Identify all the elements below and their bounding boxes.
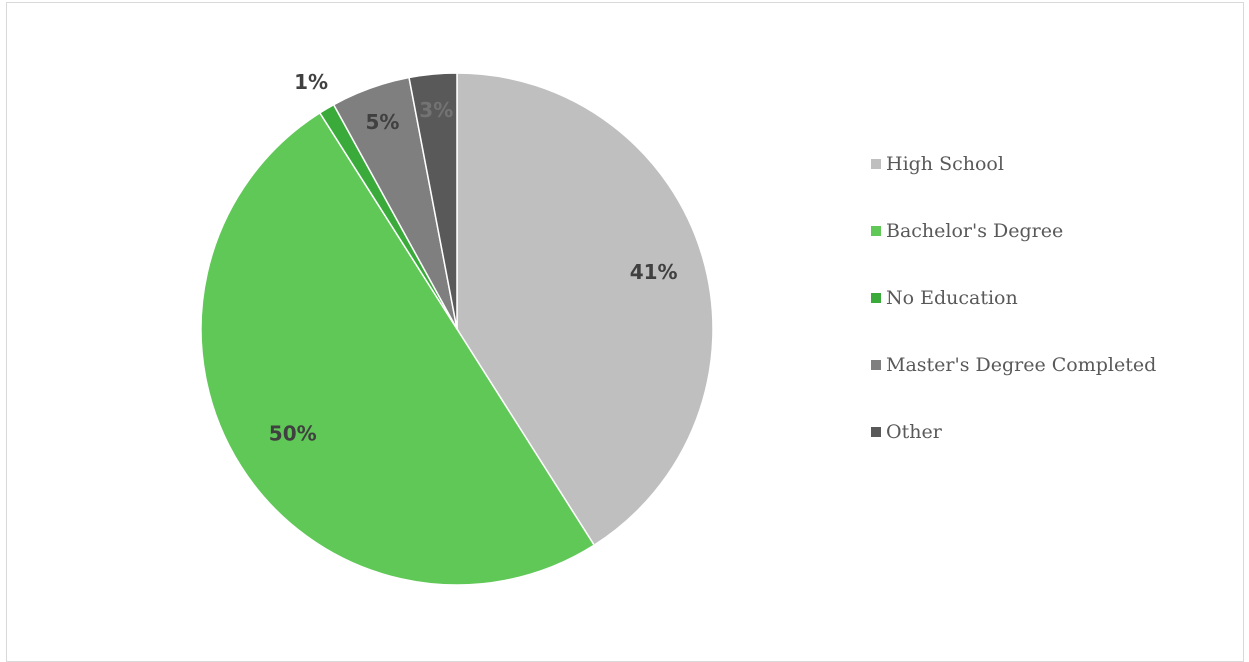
data-label-master-s-degree-completed: 5% [365, 110, 399, 134]
legend-swatch [871, 226, 881, 236]
legend-label: High School [886, 153, 1004, 175]
legend-label: Other [886, 421, 942, 443]
legend-item-bachelor-s-degree: Bachelor's Degree [871, 219, 1156, 243]
pie-slice-other [408, 72, 458, 330]
pie-slice-high-school [456, 72, 714, 547]
legend-swatch [871, 159, 881, 169]
data-label-high-school: 41% [630, 260, 678, 284]
legend-swatch [871, 427, 881, 437]
legend-item-other: Other [871, 420, 1156, 444]
data-label-other: 3% [419, 98, 453, 122]
legend-label: Master's Degree Completed [886, 354, 1157, 376]
pie-slice-bachelor-s-degree [200, 111, 596, 586]
chart-legend: High School Bachelor's Degree No Education… [871, 152, 1156, 487]
legend-item-high-school: High School [871, 152, 1156, 176]
data-label-bachelor-s-degree: 50% [269, 421, 317, 445]
legend-swatch [871, 293, 881, 303]
legend-item-master-s-degree-completed: Master's Degree Completed [871, 353, 1156, 377]
data-label-no-education: 1% [294, 70, 328, 94]
legend-swatch [871, 360, 881, 370]
legend-item-no-education: No Education [871, 286, 1156, 310]
legend-label: No Education [886, 287, 1018, 309]
legend-label: Bachelor's Degree [886, 220, 1064, 242]
